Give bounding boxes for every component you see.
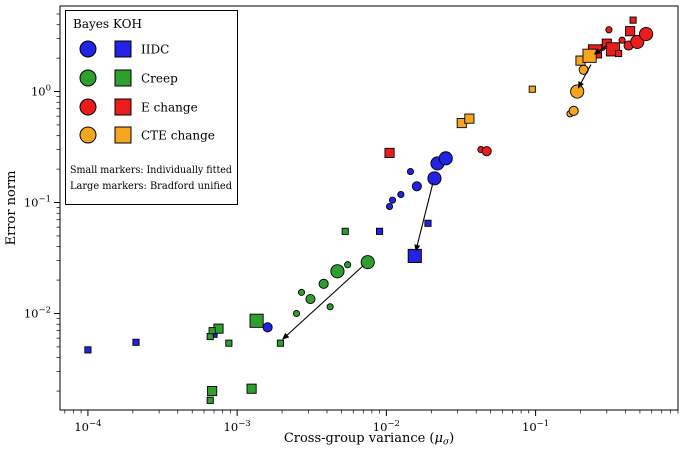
- arrow-line: [599, 45, 608, 52]
- data-point: [344, 261, 352, 269]
- legend-circle-marker: [79, 69, 97, 87]
- data-point: [206, 396, 214, 404]
- legend: Bayes KOH IIDC Creep E change CTE change Small…: [65, 10, 238, 205]
- legend-square-marker: [114, 126, 132, 144]
- y-tick-label: 10−2: [24, 305, 51, 320]
- arrow-head: [282, 332, 290, 340]
- x-axis-label: Cross-group variance (μσ): [284, 431, 454, 448]
- y-tick-label: 100: [31, 84, 51, 99]
- data-point: [292, 309, 301, 318]
- data-point: [424, 219, 432, 227]
- data-point: [629, 16, 637, 24]
- data-point: [276, 339, 284, 347]
- legend-entry-label: Creep: [141, 72, 178, 86]
- legend-square-marker: [114, 69, 132, 87]
- data-point: [246, 383, 257, 394]
- data-point: [618, 36, 626, 44]
- data-point: [326, 303, 334, 311]
- data-point: [481, 146, 492, 157]
- data-point: [582, 48, 597, 63]
- legend-circle-marker: [79, 40, 97, 58]
- arrow-line: [416, 182, 434, 246]
- legend-square-marker: [114, 40, 132, 58]
- data-point: [568, 105, 579, 116]
- data-point: [397, 190, 405, 199]
- data-point: [375, 227, 384, 235]
- legend-entry-label: E change: [141, 101, 198, 115]
- data-point: [625, 26, 636, 37]
- legend-note: Large markers: Bradford unified: [70, 180, 232, 192]
- data-point: [225, 339, 233, 347]
- data-point: [360, 255, 375, 270]
- shift-arrows: [282, 45, 608, 340]
- x-tick-label: 10−1: [522, 419, 549, 434]
- data-point: [385, 202, 394, 211]
- data-point: [570, 84, 585, 99]
- data-point: [297, 288, 306, 296]
- legend-circle-marker: [79, 126, 97, 144]
- legend-entry-label: CTE change: [141, 129, 215, 143]
- data-point: [407, 248, 422, 263]
- data-point: [84, 346, 92, 354]
- data-point: [406, 168, 415, 176]
- y-axis-label: Error norm: [4, 171, 19, 246]
- legend-entry-label: IIDC: [141, 43, 169, 57]
- legend-square-marker: [114, 98, 132, 116]
- data-point: [262, 322, 273, 333]
- legend-col-koh: KOH: [113, 17, 142, 31]
- series-Creep-Bayes: [292, 255, 375, 318]
- data-point: [605, 26, 613, 34]
- arrow-head: [414, 244, 421, 252]
- legend-col-bayes: Bayes: [73, 17, 109, 31]
- data-point: [132, 338, 140, 346]
- data-point: [208, 327, 216, 335]
- data-point: [207, 386, 218, 397]
- data-point: [305, 293, 316, 305]
- arrow-line: [286, 265, 364, 336]
- legend-circle-marker: [79, 98, 97, 116]
- series-IIDC-KOH: [84, 219, 432, 354]
- x-tick-label: 10−4: [74, 419, 101, 434]
- data-point: [249, 313, 264, 328]
- data-point: [438, 151, 453, 166]
- legend-note: Small markers: Individually fitted: [70, 164, 232, 176]
- data-point: [318, 278, 329, 289]
- arrow-line: [580, 64, 592, 83]
- data-point: [615, 49, 623, 58]
- data-point: [341, 227, 349, 235]
- data-point: [528, 85, 536, 93]
- series-Creep-KOH: [206, 227, 349, 404]
- arrow-head: [593, 48, 602, 55]
- series-CTE-change-KOH: [456, 48, 597, 129]
- data-point: [639, 26, 654, 42]
- data-point: [206, 332, 214, 341]
- y-tick-label: 10−1: [24, 195, 51, 210]
- data-point: [389, 196, 397, 204]
- x-tick-label: 10−3: [224, 419, 251, 434]
- data-point: [330, 264, 345, 279]
- series-CTE-change-Bayes: [566, 64, 589, 118]
- arrow-head: [577, 81, 584, 89]
- data-point: [384, 147, 395, 158]
- y-axis: 100 10−1 10−2: [24, 13, 60, 392]
- data-point: [630, 34, 645, 49]
- data-point: [411, 181, 422, 192]
- data-point: [427, 171, 442, 186]
- data-point: [464, 113, 475, 124]
